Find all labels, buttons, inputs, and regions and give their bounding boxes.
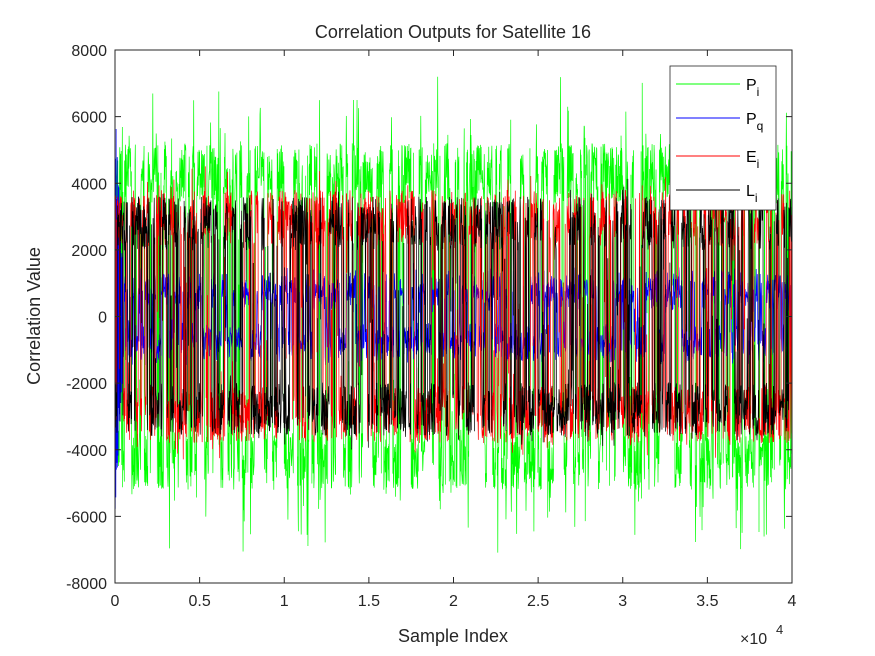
y-tick-label: 4000 bbox=[71, 176, 107, 193]
x-axis-label: Sample Index bbox=[398, 626, 508, 646]
x-tick-label: 4 bbox=[788, 593, 797, 610]
x-tick-label: 0 bbox=[111, 593, 120, 610]
y-tick-label: 2000 bbox=[71, 243, 107, 260]
x-tick-label: 3 bbox=[618, 593, 627, 610]
series-pi-line bbox=[115, 76, 792, 553]
legend: Pi Pq Ei Li bbox=[669, 65, 777, 211]
legend-entry-ei: Ei bbox=[676, 149, 759, 171]
x-tick-label: 0.5 bbox=[189, 593, 211, 610]
x-exponent-base: ×10 bbox=[740, 631, 767, 648]
x-tick-label: 1.5 bbox=[358, 593, 380, 610]
legend-label-pi: Pi bbox=[746, 77, 759, 99]
y-tick-label: -6000 bbox=[66, 509, 107, 526]
legend-box bbox=[669, 65, 777, 211]
ticks-layer: 0 0.5 1 1.5 2 2.5 3 3.5 4 -8000 -6000 -4000 -2000 0 20… bbox=[66, 43, 796, 610]
legend-entry-pq: Pq bbox=[676, 111, 763, 133]
y-tick-label: 0 bbox=[98, 310, 107, 327]
chart-title: Correlation Outputs for Satellite 16 bbox=[315, 22, 591, 42]
x-exponent-power: 4 bbox=[776, 622, 783, 637]
y-tick-label: -8000 bbox=[66, 576, 107, 593]
x-tick-label: 3.5 bbox=[696, 593, 718, 610]
x-tick-label: 2.5 bbox=[527, 593, 549, 610]
y-tick-label: -2000 bbox=[66, 376, 107, 393]
legend-label-ei: Ei bbox=[746, 149, 759, 171]
x-tick-label: 1 bbox=[280, 593, 289, 610]
legend-entry-li: Li bbox=[676, 183, 758, 205]
series-li-line bbox=[115, 178, 792, 450]
y-tick-label: -4000 bbox=[66, 443, 107, 460]
legend-label-li: Li bbox=[746, 183, 758, 205]
y-tick-label: 8000 bbox=[71, 43, 107, 60]
y-axis-label: Correlation Value bbox=[24, 247, 44, 385]
x-tick-label: 2 bbox=[449, 593, 458, 610]
legend-label-pq: Pq bbox=[746, 111, 763, 133]
y-tick-label: 6000 bbox=[71, 110, 107, 127]
x-exponent: ×10 4 bbox=[740, 622, 783, 648]
legend-entry-pi: Pi bbox=[676, 77, 759, 99]
series-layer bbox=[115, 76, 792, 553]
